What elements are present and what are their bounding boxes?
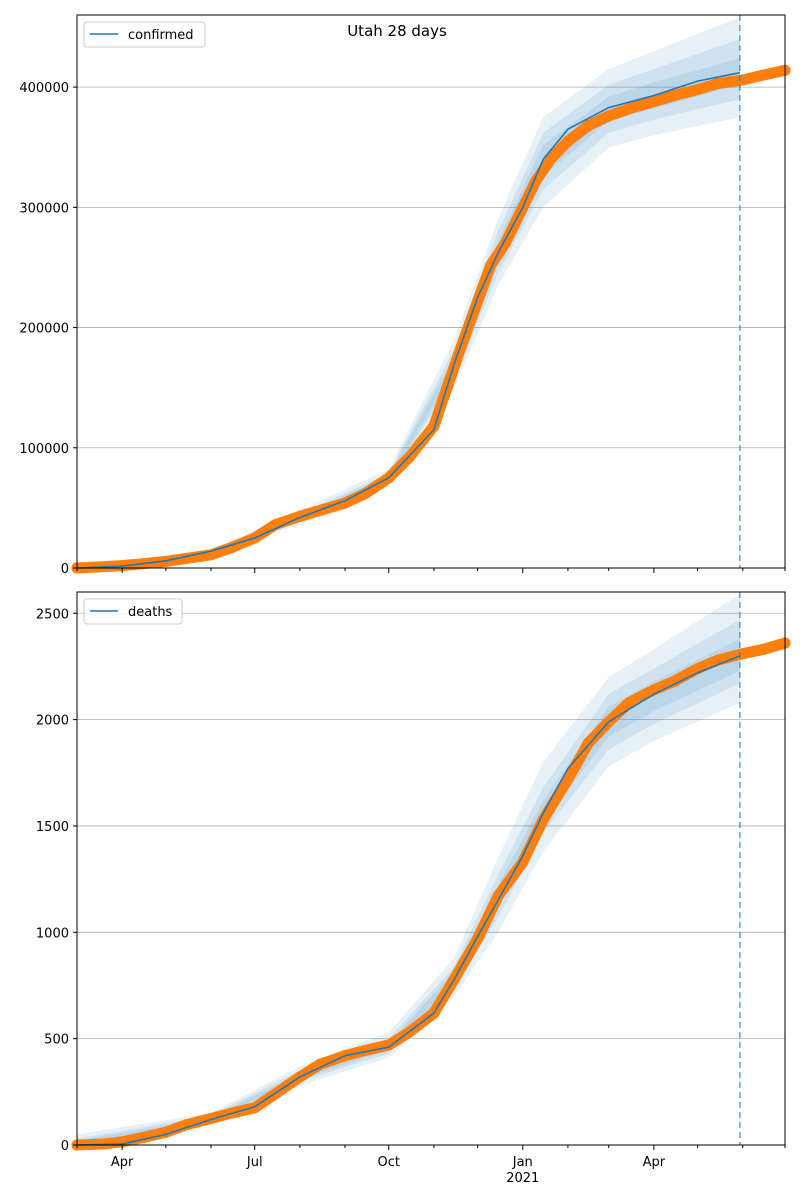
deaths-axes <box>76 591 786 1146</box>
confirmed-axes-frame <box>76 14 786 569</box>
deaths-legend: deaths <box>83 598 183 625</box>
deaths-model-line <box>76 655 741 1146</box>
confirmed-observed-point-34 <box>757 69 769 81</box>
confirmed-model-line <box>76 71 740 569</box>
deaths-ytick-label-0: 0 <box>61 1139 69 1154</box>
deaths-observed-point-19 <box>492 890 504 902</box>
confirmed-observed-point-5 <box>180 552 192 564</box>
x-tick-label-4: Apr <box>643 1155 666 1170</box>
x-year-label: 2021 <box>506 1171 539 1186</box>
confirmed-observed-point-27 <box>603 110 615 122</box>
chart-title: Utah 28 days <box>347 22 447 40</box>
x-tick-label-3: Jan <box>512 1155 533 1170</box>
deaths-observed-point-31 <box>757 643 769 655</box>
confirmed-model-line-group <box>76 71 740 569</box>
deaths-ytick-label-4: 2000 <box>36 714 69 729</box>
deaths-observed-point-4 <box>160 1126 172 1138</box>
deaths-observed-point-3 <box>137 1132 149 1144</box>
confirmed-ytick-label-1: 100000 <box>19 442 69 457</box>
x-tick-label-2: Oct <box>378 1155 400 1170</box>
confirmed-ytick-label-0: 0 <box>61 562 69 577</box>
deaths-legend-box <box>83 598 183 625</box>
deaths-panel: 0 500 1000 1500 2000 2500 deaths <box>36 591 791 1154</box>
bottom-x-tick-labels: Apr Jul Oct Jan Apr 2021 <box>111 1155 666 1186</box>
x-tick-label-1: Jul <box>246 1155 263 1170</box>
confirmed-legend-label: confirmed <box>128 28 194 43</box>
confirmed-observed-point-24 <box>544 153 556 165</box>
deaths-y-ticks: 0 500 1000 1500 2000 2500 <box>36 607 77 1154</box>
deaths-axes-frame <box>76 591 786 1146</box>
confirmed-observed-point-30 <box>668 90 680 102</box>
deaths-band-1 <box>77 619 740 1145</box>
confirmed-observed-points <box>71 64 791 574</box>
deaths-ytick-label-5: 2500 <box>36 607 69 622</box>
deaths-x-ticks <box>76 1145 786 1150</box>
confirmed-band-0 <box>77 17 740 568</box>
confirmed-observed-point-12 <box>339 497 351 509</box>
confirmed-y-ticks: 0 100000 200000 300000 400000 <box>19 81 77 577</box>
deaths-observed-point-23 <box>582 737 594 749</box>
confirmed-observed-point-33 <box>737 74 749 86</box>
confirmed-observed-point-31 <box>692 84 704 96</box>
confirmed-observed-point-25 <box>562 135 574 147</box>
confirmed-observed-point-26 <box>582 120 594 132</box>
deaths-observed-point-13 <box>359 1044 371 1056</box>
deaths-observed-point-22 <box>562 773 574 785</box>
confirmed-legend: confirmed <box>83 21 206 48</box>
deaths-band-0 <box>77 594 740 1145</box>
confirmed-observed-point-32 <box>712 78 724 90</box>
deaths-legend-label: deaths <box>128 605 173 620</box>
deaths-observed-point-25 <box>623 697 635 709</box>
confirmed-observed-point-18 <box>456 340 468 352</box>
confirmed-ytick-label-3: 300000 <box>19 201 69 216</box>
deaths-observed-point-27 <box>668 675 680 687</box>
x-tick-label-0: Apr <box>111 1155 134 1170</box>
deaths-ytick-label-1: 500 <box>44 1033 69 1048</box>
deaths-observed-point-30 <box>737 648 749 660</box>
confirmed-ytick-label-4: 400000 <box>19 81 69 96</box>
confirmed-ytick-label-2: 200000 <box>19 322 69 337</box>
deaths-ytick-label-3: 1500 <box>36 820 69 835</box>
deaths-observed-point-11 <box>314 1058 326 1070</box>
confirmed-x-ticks <box>76 568 786 573</box>
confirmed-panel: 0 100000 200000 300000 400000 confirmed Utah… <box>19 14 791 577</box>
deaths-ytick-label-2: 1000 <box>36 926 69 941</box>
deaths-observed-point-21 <box>537 814 549 826</box>
confirmed-observed-point-28 <box>623 103 635 115</box>
deaths-model-line-group <box>76 655 741 1146</box>
confirmed-observed-point-29 <box>648 96 660 108</box>
confirmed-legend-box <box>83 21 206 48</box>
confirmed-axes <box>76 14 786 569</box>
